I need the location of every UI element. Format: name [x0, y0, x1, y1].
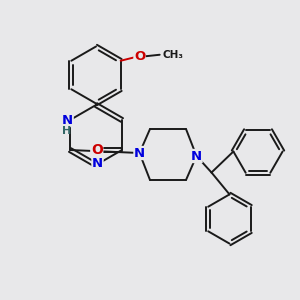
Text: N: N	[62, 113, 73, 127]
Text: O: O	[134, 50, 145, 63]
Text: O: O	[91, 143, 103, 157]
Text: CH₃: CH₃	[163, 50, 184, 60]
Text: N: N	[92, 157, 103, 170]
Text: N: N	[191, 149, 202, 163]
Text: N: N	[134, 146, 145, 160]
Text: H: H	[62, 125, 71, 136]
